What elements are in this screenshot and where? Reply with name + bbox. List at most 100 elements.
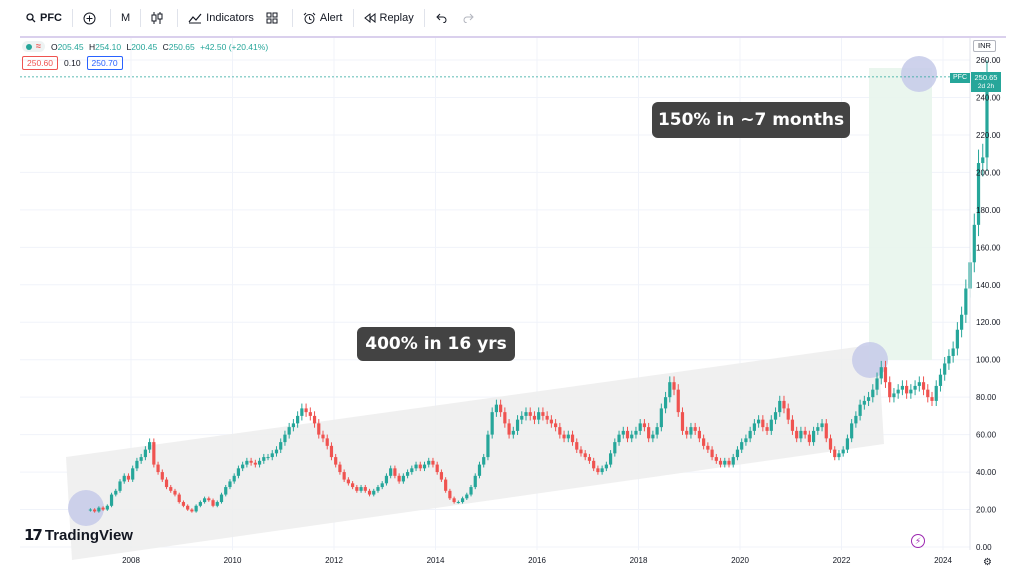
candle-body xyxy=(841,449,845,454)
candle-body xyxy=(274,449,279,454)
candle-body xyxy=(490,412,494,435)
candle-body xyxy=(562,434,566,439)
price-label-symbol: PFC xyxy=(950,73,970,83)
candle-body xyxy=(630,434,634,439)
candle-body xyxy=(579,449,583,454)
candle-body xyxy=(494,404,498,413)
candle-body xyxy=(122,475,126,482)
candle-body xyxy=(651,434,655,439)
candle-body xyxy=(262,457,266,461)
toolbar-divider xyxy=(110,9,111,27)
candle-body xyxy=(520,415,524,420)
candle-body xyxy=(659,408,663,428)
candle-body xyxy=(625,430,630,439)
candle-body xyxy=(198,502,202,506)
candle-body xyxy=(444,479,448,491)
candle-body xyxy=(668,382,672,398)
logo-text: TradingView xyxy=(44,526,133,544)
candle-body xyxy=(845,438,850,450)
candle-body xyxy=(410,468,414,473)
candle-body xyxy=(105,505,109,510)
candle-body xyxy=(697,430,701,439)
settings-gear-icon[interactable]: ⚙ xyxy=(983,557,992,568)
indicators-icon xyxy=(188,12,202,24)
price-tick-label: 0.00 xyxy=(976,543,992,552)
undo-button[interactable] xyxy=(429,6,457,30)
candle-body xyxy=(405,472,410,476)
candle-body xyxy=(947,355,951,364)
candle-body xyxy=(389,468,393,476)
candle-body xyxy=(710,449,714,458)
legend-toggle[interactable]: ≈ xyxy=(22,41,45,52)
candle-body xyxy=(761,419,765,428)
close-value: 250.65 xyxy=(168,41,195,52)
candle-body xyxy=(621,430,625,435)
visibility-dot-icon xyxy=(26,43,32,50)
candle-body xyxy=(249,460,253,463)
candle-body xyxy=(858,404,862,416)
candle-body xyxy=(943,363,947,375)
candle-body xyxy=(879,367,883,379)
redo-button[interactable] xyxy=(457,6,485,30)
candle-body xyxy=(604,464,608,469)
candle-body xyxy=(795,430,799,439)
candle-body xyxy=(511,430,515,435)
candle-body xyxy=(955,329,959,349)
candle-body xyxy=(888,382,892,398)
symbol-name: PFC xyxy=(40,12,62,24)
price-tick-label: 240.00 xyxy=(976,93,1001,102)
candle-body xyxy=(241,464,245,469)
replay-label: Replay xyxy=(379,12,414,24)
price-tick-label: 40.00 xyxy=(976,468,997,477)
price-tick-label: 100.00 xyxy=(976,356,1001,365)
symbol-search[interactable]: PFC xyxy=(20,6,68,30)
candle-body xyxy=(460,498,465,503)
candle-body xyxy=(97,507,101,512)
toolbar-divider xyxy=(291,9,293,27)
bid-button[interactable]: 250.60 xyxy=(22,56,58,70)
interval-button[interactable]: M xyxy=(115,6,136,30)
interval-label: M xyxy=(121,12,131,24)
currency-selector[interactable]: INR xyxy=(973,40,996,52)
templates-button[interactable] xyxy=(260,6,288,30)
alert-button[interactable]: Alert xyxy=(297,6,349,30)
candle-body xyxy=(291,423,295,428)
indicators-button[interactable]: Indicators xyxy=(182,6,260,30)
candle-body xyxy=(312,415,317,424)
candle-body xyxy=(308,412,312,416)
last-price-badge: 250.65 2d 2h xyxy=(971,72,1001,92)
breakout-circle xyxy=(852,342,888,378)
rewind-icon xyxy=(363,13,376,23)
candle-body xyxy=(718,460,723,465)
toolbar-divider xyxy=(423,9,425,27)
candle-body xyxy=(663,397,668,409)
price-tick-label: 160.00 xyxy=(976,243,1001,252)
chart-type-button[interactable] xyxy=(145,6,173,30)
compare-symbol-button[interactable] xyxy=(77,6,106,30)
candle-body xyxy=(469,487,473,495)
candle-body xyxy=(930,397,934,401)
lightning-icon[interactable]: ⚡ xyxy=(911,534,925,548)
candle-body xyxy=(528,412,532,416)
candle-body xyxy=(88,509,92,511)
candle-body xyxy=(985,76,989,158)
breakout-circle xyxy=(901,56,937,92)
ask-button[interactable]: 250.70 xyxy=(86,56,123,70)
candle-body xyxy=(600,468,604,473)
replay-button[interactable]: Replay xyxy=(358,6,420,30)
top-toolbar: PFC M Indicators Alert xyxy=(0,0,1024,36)
candle-body xyxy=(566,434,570,439)
undo-icon xyxy=(435,13,447,23)
candle-body xyxy=(173,490,177,495)
candle-body xyxy=(325,438,329,446)
candle-body xyxy=(972,224,976,263)
candle-body xyxy=(735,449,740,458)
annotation-long-term-gain[interactable]: 400% in 16 yrs xyxy=(357,327,515,361)
time-tick-label: 2020 xyxy=(731,556,749,565)
annotation-recent-gain[interactable]: 150% in ~7 months xyxy=(652,102,850,138)
candle-body xyxy=(900,385,904,390)
candle-body xyxy=(866,397,871,401)
tradingview-logo[interactable]: 17 TradingView xyxy=(24,526,133,544)
candle-body xyxy=(186,505,190,510)
